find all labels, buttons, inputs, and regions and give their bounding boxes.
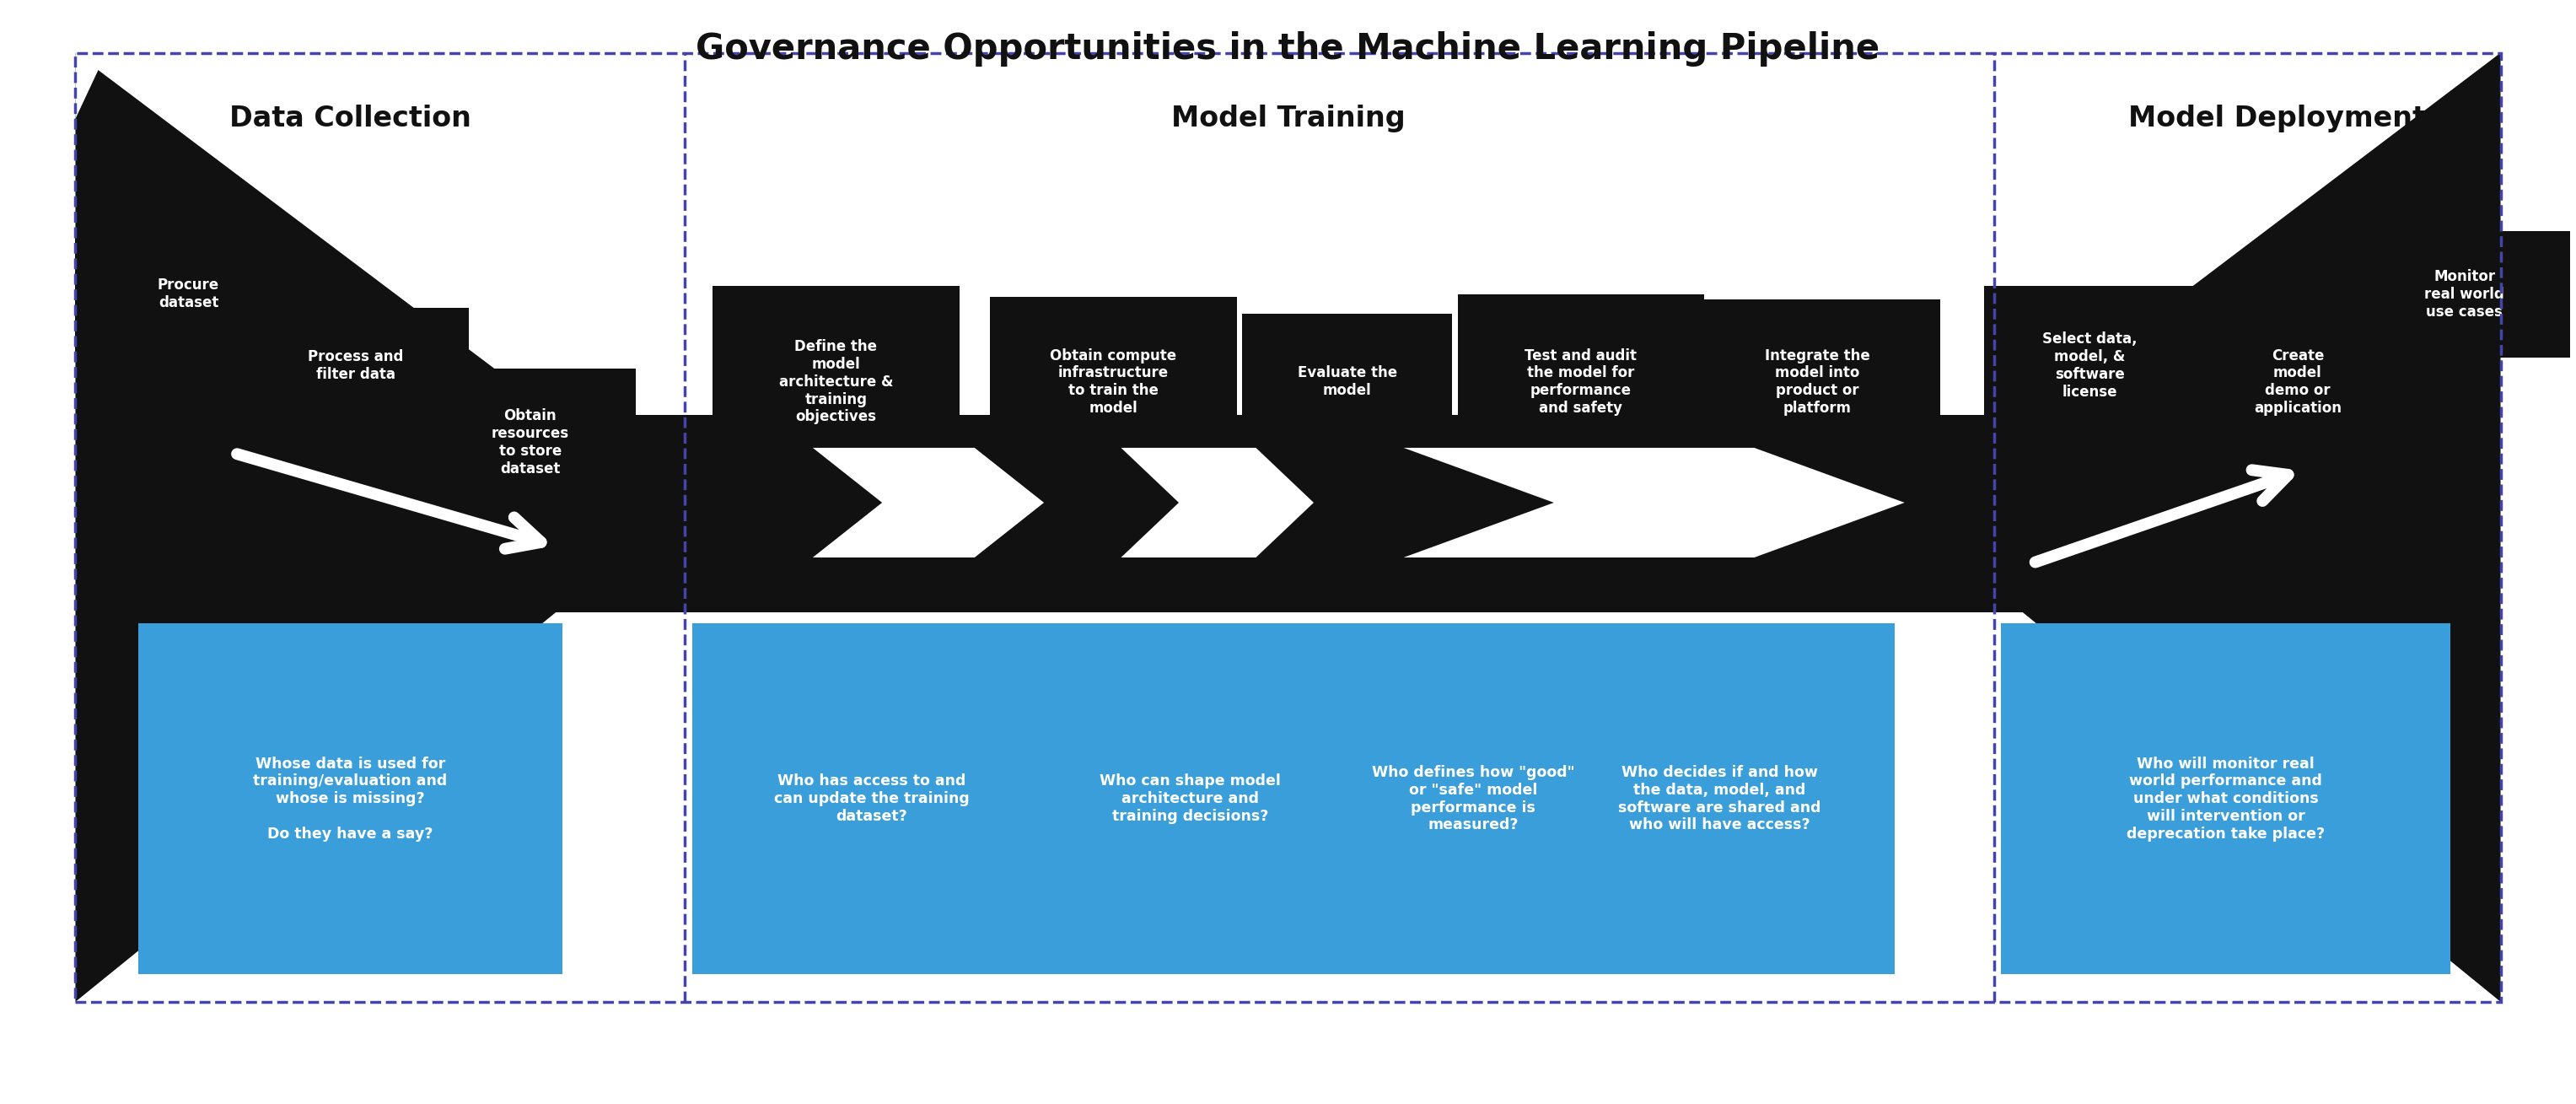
Polygon shape [814,448,1043,558]
Text: Data Collection: Data Collection [229,105,471,132]
Text: Model Deployment: Model Deployment [2128,105,2427,132]
Text: Who can shape model
architecture and
training decisions?: Who can shape model architecture and tra… [1100,774,1280,824]
Polygon shape [2022,53,2501,1001]
Bar [556,415,2022,613]
Text: Obtain
resources
to store
dataset: Obtain resources to store dataset [492,408,569,476]
Text: Who decides if and how
the data, model, and
software are shared and
who will hav: Who decides if and how the data, model, … [1618,765,1821,832]
Text: Procure
dataset: Procure dataset [157,278,219,310]
Bar [693,624,1051,975]
Text: Who defines how "good"
or "safe" model
performance is
measured?: Who defines how "good" or "safe" model p… [1370,765,1574,832]
Text: Process and
filter data: Process and filter data [307,349,404,382]
Text: Who has access to and
can update the training
dataset?: Who has access to and can update the tra… [775,774,969,824]
Text: Define the
model
architecture &
training
objectives: Define the model architecture & training… [778,339,894,425]
Bar [1695,299,1940,465]
Bar [1546,624,1893,975]
Text: Create
model
demo or
application: Create model demo or application [2254,348,2342,416]
Bar [75,231,301,358]
Bar [1321,624,1625,975]
Text: Obtain compute
infrastructure
to train the
model: Obtain compute infrastructure to train t… [1051,348,1177,416]
Text: Select data,
model, &
software
license: Select data, model, & software license [2043,331,2138,400]
Bar [714,286,958,478]
Bar [139,624,562,975]
Text: Who will monitor real
world performance and
under what conditions
will intervent: Who will monitor real world performance … [2128,756,2324,841]
Bar [1458,294,1705,469]
Text: Whose data is used for
training/evaluation and
whose is missing?

Do they have a: Whose data is used for training/evaluati… [252,756,448,841]
Bar [1242,314,1453,450]
Bar [2002,624,2450,975]
Bar [989,297,1236,467]
Bar [75,53,2501,1001]
Bar [425,369,636,517]
Text: Test and audit
the model for
performance
and safety: Test and audit the model for performance… [1525,348,1636,416]
Bar [1984,286,2195,445]
Bar [242,308,469,423]
Bar [2360,231,2571,358]
Polygon shape [1121,448,1314,558]
Polygon shape [75,53,556,1001]
Text: Monitor
real world
use cases: Monitor real world use cases [2424,269,2504,319]
Text: Governance Opportunities in the Machine Learning Pipeline: Governance Opportunities in the Machine … [696,31,1880,66]
Bar [1038,624,1342,975]
Polygon shape [75,53,106,119]
Bar [2192,299,2403,465]
Text: Model Training: Model Training [1172,105,1404,132]
Text: Evaluate the
model: Evaluate the model [1298,365,1396,399]
Polygon shape [1404,448,1904,558]
Text: Integrate the
model into
product or
platform: Integrate the model into product or plat… [1765,348,1870,416]
